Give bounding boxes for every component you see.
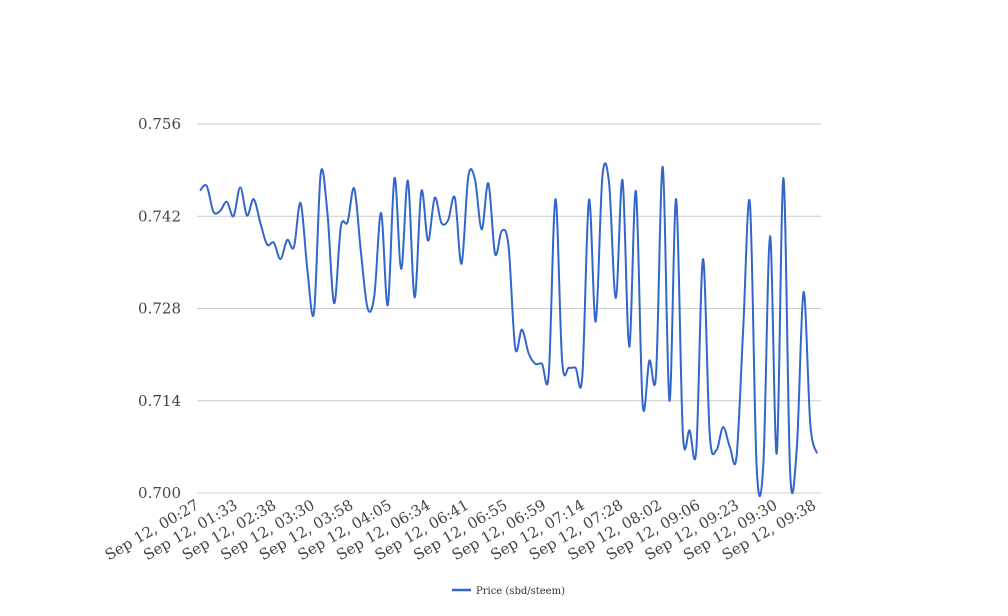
y-tick-label: 0.728: [138, 300, 181, 318]
y-tick-label: 0.700: [138, 484, 181, 502]
series-line-price: [199, 162, 818, 498]
legend-label: Price (sbd/steem): [476, 586, 565, 597]
y-tick-label: 0.756: [138, 115, 181, 133]
y-tick-label: 0.714: [138, 392, 181, 410]
y-tick-label: 0.742: [138, 207, 181, 225]
series-lines: [199, 162, 818, 498]
gridlines: [197, 123, 821, 494]
y-axis-ticks: 0.700 0.714 0.728 0.742 0.756: [138, 115, 181, 502]
legend: Price (sbd/steem): [452, 586, 565, 597]
